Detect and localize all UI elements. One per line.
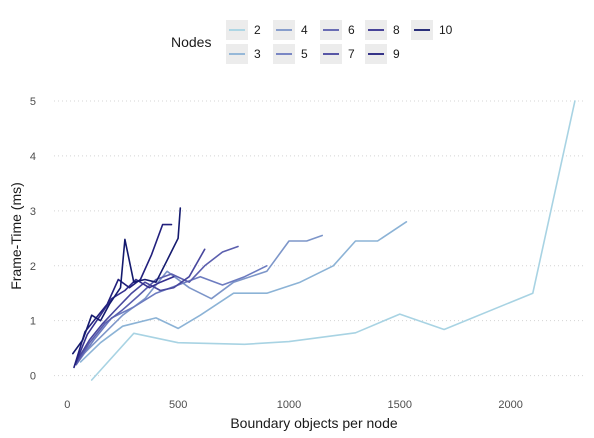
x-tick-label-1: 500 [169, 399, 187, 411]
legend-item-6: 6 [320, 20, 355, 40]
y-tick-label-3: 3 [30, 206, 36, 218]
y-tick-label-5: 5 [30, 96, 36, 108]
x-tick-label-4: 2000 [498, 399, 522, 411]
legend: Nodes 2 3 4 5 6 7 8 9 10 [171, 20, 453, 64]
legend-label-2: 2 [254, 23, 261, 37]
legend-item-2: 2 [226, 20, 261, 40]
legend-item-5: 5 [273, 44, 308, 64]
x-tick-label-2: 1000 [277, 399, 301, 411]
series-line-7 [76, 249, 205, 362]
legend-item-10: 10 [411, 20, 453, 40]
legend-label-9: 9 [393, 47, 400, 61]
legend-label-5: 5 [301, 47, 308, 61]
legend-item-9: 9 [365, 44, 400, 64]
legend-label-3: 3 [254, 47, 261, 61]
y-tick-label-4: 4 [30, 151, 36, 163]
plot-lines [73, 101, 575, 380]
legend-label-6: 6 [348, 23, 355, 37]
legend-item-3: 3 [226, 44, 261, 64]
x-axis-title: Boundary objects per node [230, 415, 398, 431]
legend-title: Nodes [171, 34, 211, 50]
series-line-2 [92, 101, 575, 380]
legend-label-4: 4 [301, 23, 308, 37]
legend-label-7: 7 [348, 47, 355, 61]
axis-ticks: 0 1 2 3 4 5 0 500 1000 1500 2000 [30, 96, 523, 411]
legend-label-8: 8 [393, 23, 400, 37]
legend-item-7: 7 [320, 44, 355, 64]
x-tick-label-0: 0 [64, 399, 70, 411]
series-line-3 [81, 222, 407, 362]
y-tick-label-0: 0 [30, 371, 36, 383]
legend-item-4: 4 [273, 20, 308, 40]
y-tick-label-1: 1 [30, 316, 36, 328]
y-tick-label-2: 2 [30, 261, 36, 273]
legend-label-10: 10 [439, 23, 453, 37]
y-axis-title: Frame-Time (ms) [8, 182, 24, 290]
legend-item-8: 8 [365, 20, 400, 40]
x-tick-label-3: 1500 [388, 399, 412, 411]
